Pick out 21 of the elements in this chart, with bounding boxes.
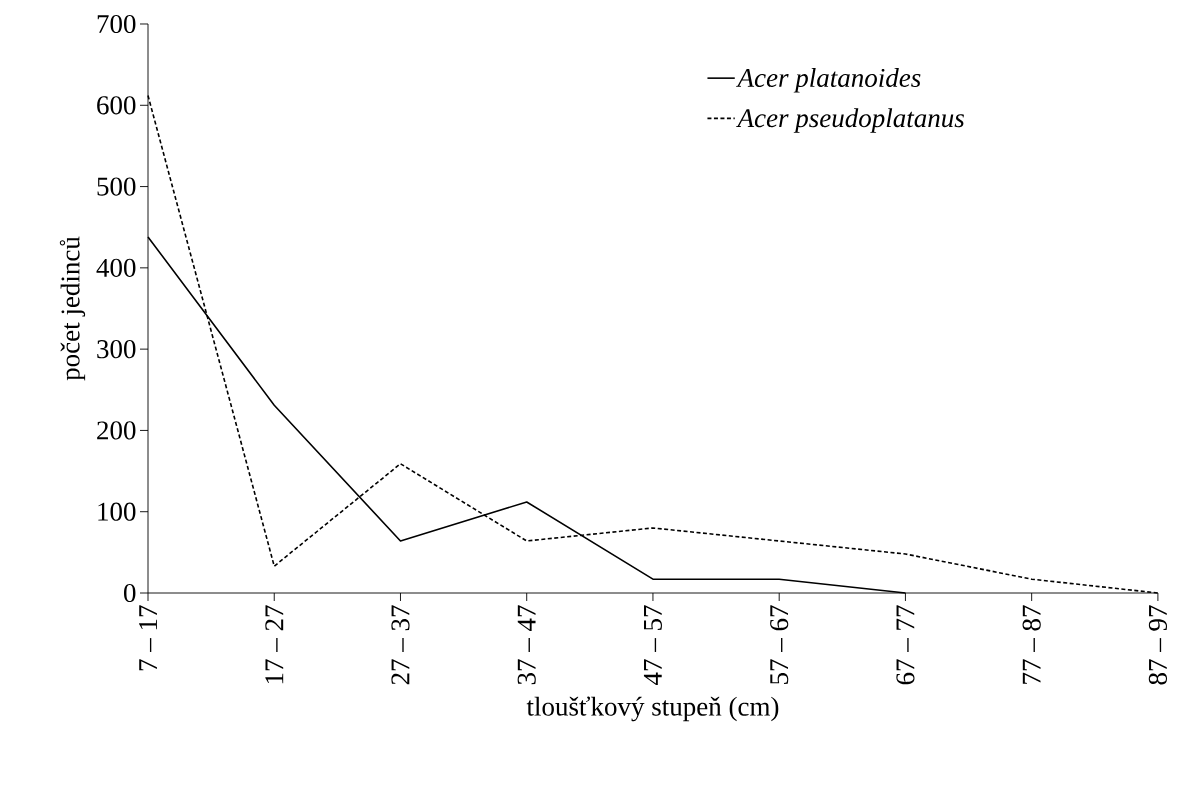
y-axis-title: počet jedinců <box>59 236 86 381</box>
x-tick-label: 7 – 17 <box>139 605 157 671</box>
x-tick-label: 57 – 67 <box>770 605 789 684</box>
x-tick-label: 37 – 47 <box>517 605 536 685</box>
y-tick-label: 700 <box>97 14 136 34</box>
x-tick-label: 27 – 37 <box>391 605 410 685</box>
x-tick-label: 87 – 97 <box>1148 605 1168 685</box>
y-tick-label: 300 <box>97 340 136 359</box>
x-tick-label: 17 – 27 <box>265 605 284 684</box>
x-tick-label: 77 – 87 <box>1022 605 1041 684</box>
y-tick-label: 600 <box>97 96 136 115</box>
y-tick-label: 500 <box>97 177 136 196</box>
legend-label: Acer platanoides <box>736 68 921 93</box>
y-tick-label: 200 <box>97 421 136 440</box>
y-tick-label: 100 <box>98 502 136 521</box>
x-tick-label: 67 – 77 <box>896 605 915 685</box>
legend-label: Acer pseudoplatanus <box>736 108 964 133</box>
x-tick-label: 47 – 57 <box>643 605 662 685</box>
x-axis-title: tloušťkový stupeň (cm) <box>526 696 779 722</box>
y-tick-label: 0 <box>124 583 136 603</box>
y-tick-label: 400 <box>96 258 136 277</box>
